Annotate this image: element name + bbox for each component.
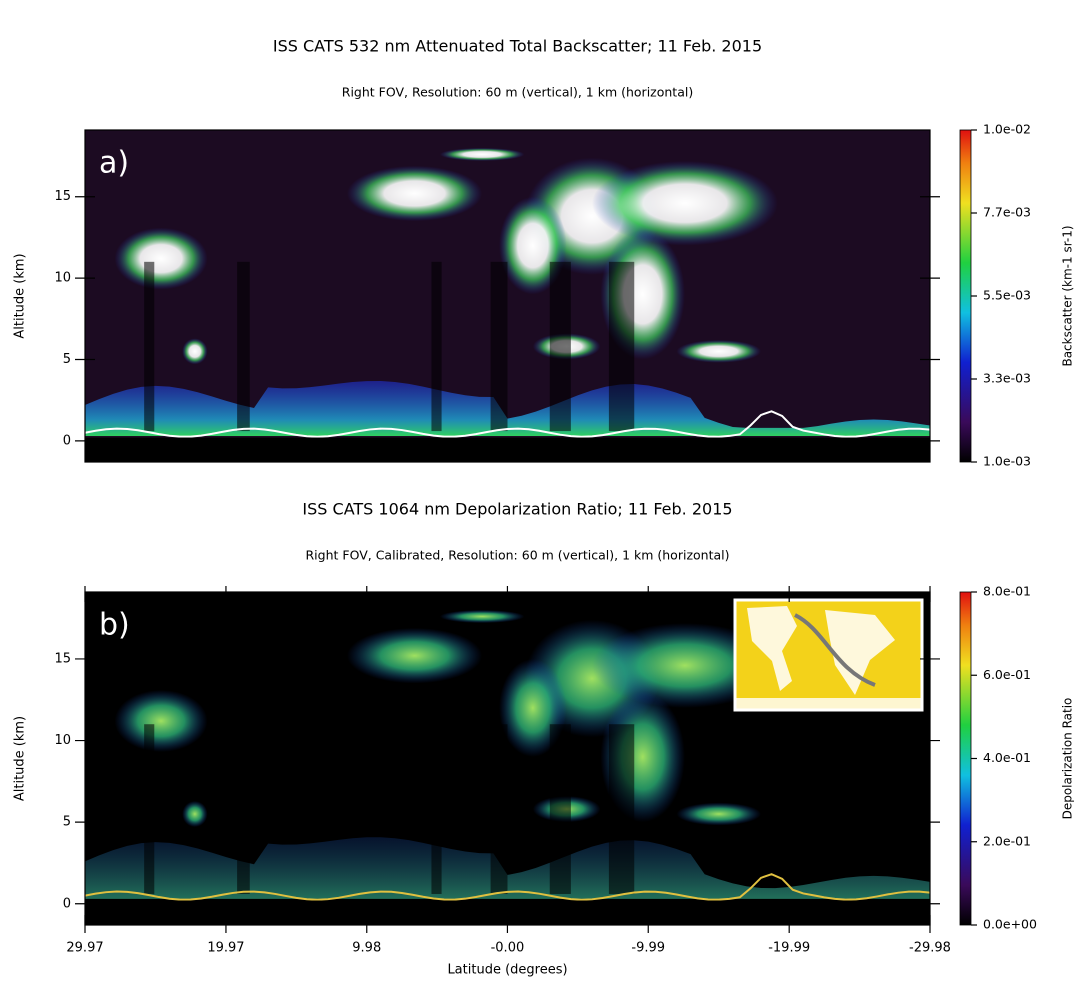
x-tick-label: 19.97 (207, 941, 244, 956)
low-aerosol-layer (85, 837, 930, 899)
colorbar-tick-label: 3.3e-03 (983, 371, 1031, 386)
y-tick-label: 15 (54, 189, 71, 204)
x-tick-label: -19.99 (768, 941, 810, 956)
cloud (114, 227, 208, 290)
signal-attenuation (549, 261, 571, 432)
surface-return (84, 410, 931, 438)
surface-return (84, 873, 931, 901)
y-axis-label: Altitude (km) (13, 716, 28, 801)
colorbar-label: Depolarization Ratio (1061, 698, 1075, 820)
signal-attenuation (608, 724, 635, 894)
chart-title: ISS CATS 532 nm Attenuated Total Backsca… (273, 37, 762, 56)
signal-attenuation (490, 724, 508, 894)
inset-track (794, 613, 876, 687)
cloud (346, 627, 483, 684)
panel-label: b) (99, 608, 130, 643)
y-tick-label: 15 (54, 651, 71, 666)
colorbar-tick-label: 1.0e-03 (983, 454, 1031, 469)
y-tick-label: 10 (54, 733, 71, 748)
chart-subtitle: Right FOV, Calibrated, Resolution: 60 m … (306, 548, 730, 563)
colorbar-label: Backscatter (km-1 sr-1) (1061, 225, 1075, 366)
cloud (676, 339, 761, 363)
y-tick-label: 5 (63, 815, 71, 830)
y-tick-label: 5 (63, 352, 71, 367)
panel-label: a) (99, 146, 129, 181)
x-tick-label: -0.00 (491, 941, 525, 956)
cloud (346, 165, 483, 222)
colorbar-tick-label: 4.0e-01 (983, 750, 1031, 765)
plot-frame (84, 129, 931, 463)
signal-attenuation (237, 261, 250, 432)
chart-title: ISS CATS 1064 nm Depolarization Ratio; 1… (302, 500, 732, 519)
x-tick-label: -29.98 (909, 941, 951, 956)
inset-caption-strip (735, 698, 922, 710)
cloud (114, 689, 208, 752)
x-tick-label: 29.97 (66, 941, 103, 956)
signal-attenuation (144, 724, 155, 894)
inset-continent (747, 606, 797, 691)
signal-attenuation (431, 261, 442, 432)
x-tick-label: -9.99 (631, 941, 665, 956)
signal-attenuation (490, 261, 508, 432)
below-surface (85, 437, 930, 462)
cloud (182, 800, 208, 828)
low-aerosol-layer (85, 381, 930, 436)
cloud (439, 147, 525, 161)
colorbar-tick-label: 6.0e-01 (983, 667, 1031, 682)
colorbar (959, 591, 972, 926)
cloud (182, 338, 208, 365)
chart-subtitle: Right FOV, Resolution: 60 m (vertical), … (342, 85, 693, 100)
colorbar (959, 129, 972, 463)
y-axis-label: Altitude (km) (13, 253, 28, 338)
inset-continent (825, 610, 895, 695)
signal-attenuation (144, 261, 155, 432)
cloud (592, 623, 778, 708)
colorbar-tick-label: 7.7e-03 (983, 205, 1031, 220)
y-tick-label: 10 (54, 271, 71, 286)
cloud (676, 802, 761, 826)
cloud (592, 160, 778, 246)
x-tick-label: 9.98 (352, 941, 381, 956)
colorbar-tick-label: 2.0e-01 (983, 833, 1031, 848)
signal-attenuation (431, 724, 442, 894)
signal-attenuation (549, 724, 571, 894)
signal-attenuation (608, 261, 635, 432)
y-tick-label: 0 (63, 433, 71, 448)
signal-attenuation (237, 724, 250, 894)
colorbar-tick-label: 8.0e-01 (983, 584, 1031, 599)
colorbar-tick-label: 5.5e-03 (983, 288, 1031, 303)
colorbar-tick-label: 1.0e-02 (983, 122, 1031, 137)
cloud (439, 609, 525, 624)
y-tick-label: 0 (63, 896, 71, 911)
colorbar-tick-label: 0.0e+00 (983, 917, 1037, 932)
x-axis-label: Latitude (degrees) (447, 963, 567, 978)
